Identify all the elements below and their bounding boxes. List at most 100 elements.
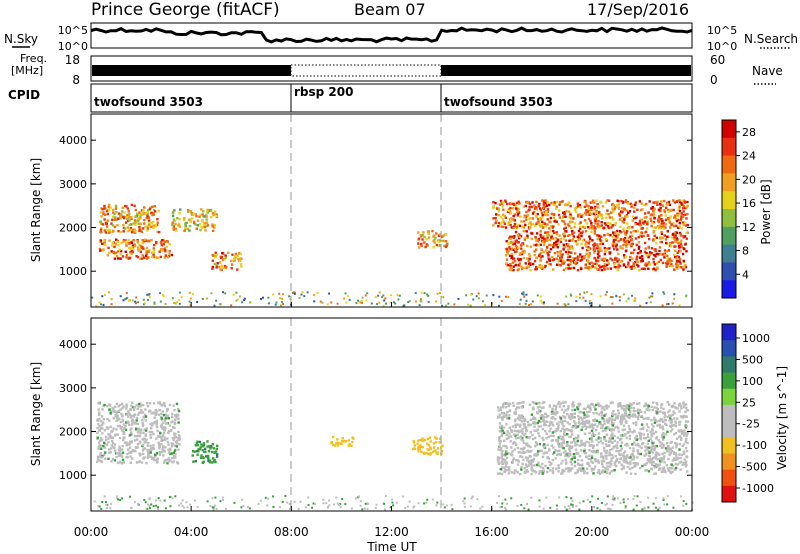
ground-scatter-cell <box>568 507 571 510</box>
echo-cell <box>655 454 658 457</box>
echo-cell <box>682 234 685 238</box>
echo-cell <box>525 428 528 432</box>
echo-cell <box>437 234 441 237</box>
echo-cell <box>603 246 606 250</box>
echo-cell <box>427 448 431 451</box>
echo-cell <box>558 209 561 212</box>
echo-cell <box>239 257 243 260</box>
echo-cell <box>545 437 548 440</box>
echo-cell <box>143 447 147 450</box>
colorbar-band <box>722 137 736 157</box>
echo-cell <box>678 404 681 407</box>
echo-cell <box>492 217 495 220</box>
echo-cell <box>543 265 547 269</box>
echo-cell <box>616 204 619 207</box>
echo-cell <box>550 243 553 247</box>
echo-cell <box>631 203 634 207</box>
echo-cell <box>621 220 624 223</box>
echo-cell <box>614 426 617 429</box>
echo-cell <box>520 220 523 223</box>
echo-cell <box>642 234 646 238</box>
echo-cell <box>611 415 614 418</box>
echo-cell <box>110 444 113 447</box>
echo-cell <box>652 425 655 428</box>
echo-cell <box>506 210 510 214</box>
echo-cell <box>644 247 647 250</box>
echo-cell <box>595 438 598 442</box>
echo-cell <box>619 422 623 426</box>
echo-cell <box>590 402 593 406</box>
echo-cell <box>647 449 651 453</box>
echo-cell <box>597 214 600 217</box>
ground-scatter-cell <box>589 304 592 307</box>
echo-cell <box>616 446 619 450</box>
echo-cell <box>678 221 681 225</box>
echo-cell <box>583 469 586 473</box>
echo-cell <box>571 456 574 459</box>
echo-cell <box>105 443 109 447</box>
echo-cell <box>653 207 656 211</box>
ground-scatter-cell <box>539 299 542 302</box>
echo-cell <box>576 471 579 474</box>
ground-scatter-cell <box>575 295 578 298</box>
echo-cell <box>546 420 549 423</box>
echo-cell <box>177 437 180 440</box>
echo-cell <box>98 413 101 416</box>
echo-cell <box>206 440 209 443</box>
echo-cell <box>586 253 590 256</box>
echo-cell <box>133 204 136 208</box>
echo-cell <box>530 472 533 476</box>
echo-cell <box>680 217 683 221</box>
echo-cell <box>509 262 512 266</box>
echo-cell <box>138 460 141 463</box>
echo-cell <box>545 260 549 264</box>
ground-scatter-cell <box>319 300 322 303</box>
echo-cell <box>555 200 559 204</box>
echo-cell <box>666 254 669 258</box>
echo-cell <box>663 414 667 417</box>
ground-scatter-cell <box>326 303 329 306</box>
echo-cell <box>593 226 597 229</box>
echo-cell <box>511 425 515 428</box>
echo-cell <box>543 446 546 449</box>
echo-cell <box>123 436 126 439</box>
echo-cell <box>570 251 573 254</box>
ground-scatter-cell <box>516 505 519 507</box>
ground-scatter-cell <box>531 300 534 303</box>
echo-cell <box>528 255 531 258</box>
echo-cell <box>593 242 596 245</box>
echo-cell <box>676 260 679 263</box>
echo-cell <box>121 255 125 258</box>
echo-cell <box>585 240 588 244</box>
echo-cell <box>666 447 669 451</box>
echo-cell <box>538 435 541 438</box>
echo-cell <box>599 239 602 242</box>
echo-cell <box>433 446 436 449</box>
echo-cell <box>614 235 618 238</box>
ground-scatter-cell <box>148 497 151 500</box>
echo-cell <box>206 445 209 448</box>
echo-cell <box>96 419 100 422</box>
ground-scatter-cell <box>402 495 405 498</box>
echo-cell <box>623 455 627 458</box>
ground-scatter-cell <box>238 295 241 298</box>
echo-cell <box>624 233 627 237</box>
echo-cell <box>580 267 583 270</box>
echo-cell <box>600 213 603 216</box>
echo-cell <box>417 450 420 453</box>
echo-cell <box>163 256 166 259</box>
echo-cell <box>172 218 176 221</box>
ground-scatter-cell <box>500 505 503 508</box>
echo-cell <box>573 408 577 412</box>
echo-cell <box>569 453 572 456</box>
echo-cell <box>625 240 629 243</box>
ground-scatter-cell <box>288 295 291 298</box>
ground-scatter-cell <box>541 301 543 304</box>
ground-scatter-cell <box>651 292 654 295</box>
echo-cell <box>117 418 120 422</box>
ground-scatter-cell <box>647 506 650 509</box>
echo-cell <box>544 464 547 468</box>
echo-cell <box>588 262 591 265</box>
echo-cell <box>653 418 656 421</box>
echo-cell <box>591 450 595 454</box>
